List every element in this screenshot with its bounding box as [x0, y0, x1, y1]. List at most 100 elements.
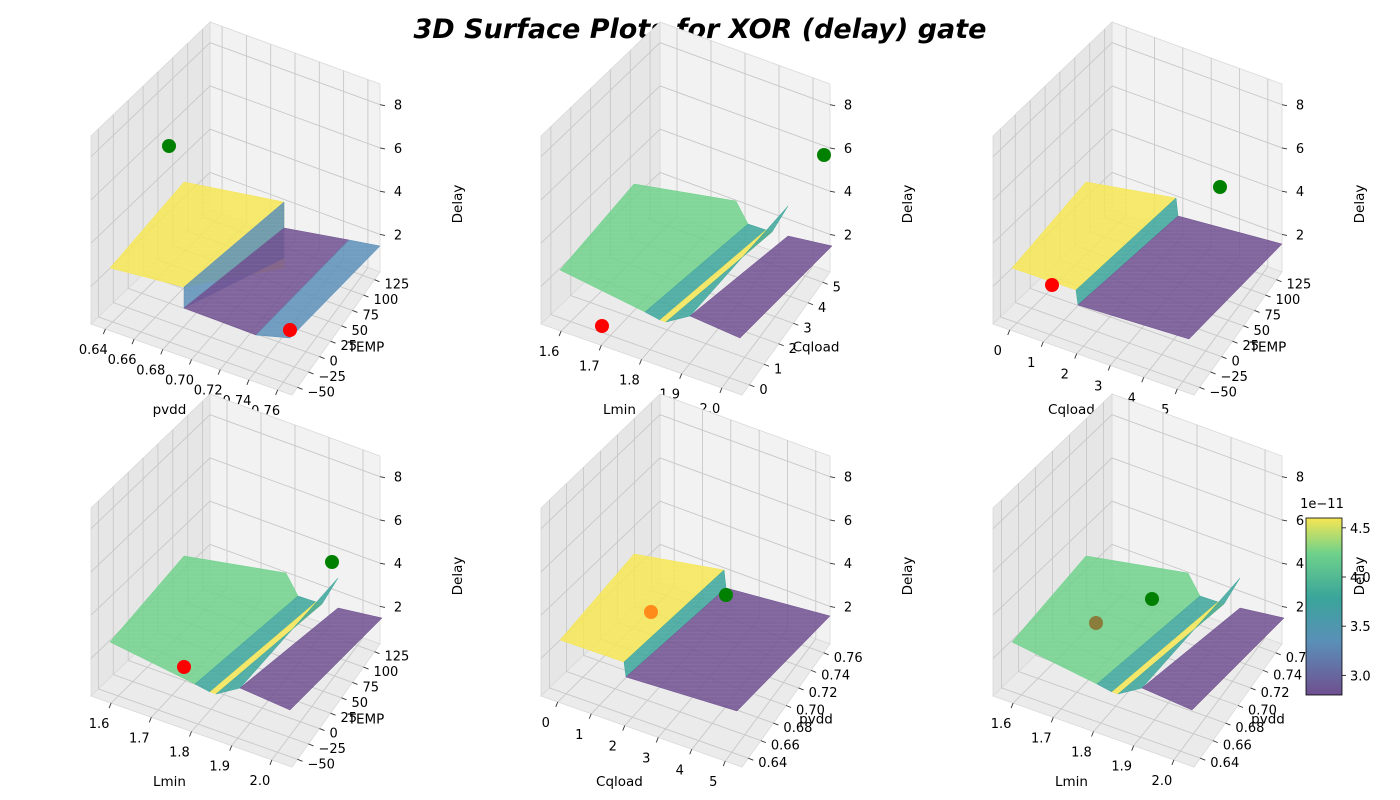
z-gridline: [540, 128, 831, 244]
y-tick-mark: [1200, 757, 1206, 761]
y-tick-mark: [1275, 652, 1281, 656]
y-tick-label: −50: [308, 385, 335, 400]
y-tick-mark: [773, 722, 779, 726]
x-tick-label: 1.6: [539, 345, 560, 360]
y-tick-mark: [319, 356, 325, 359]
x-tick-mark: [588, 713, 592, 719]
x-tick-mark: [555, 701, 559, 708]
y-tick-label: 0.74: [821, 668, 850, 683]
surface-mesh: [660, 230, 772, 322]
x-tick-mark: [229, 745, 233, 751]
z-tick-mark: [829, 562, 836, 565]
y-tick-label: 0.72: [1261, 686, 1290, 701]
y-tick-mark: [1254, 310, 1260, 313]
x-tick-mark: [1007, 329, 1011, 336]
x-tick-label: 1.6: [991, 717, 1012, 732]
z-axis-label: Delay: [450, 185, 466, 224]
z-gridline: [540, 457, 831, 573]
y-axis-label: TEMP: [1249, 340, 1287, 356]
y-tick-label: −50: [308, 757, 335, 772]
colorbar-tick-label: 3.5: [1350, 620, 1371, 635]
surface-mesh: [256, 240, 380, 338]
surface-mesh: [1142, 608, 1284, 710]
z-axis-label: Delay: [450, 557, 466, 596]
z-tick-label: 2: [394, 228, 402, 243]
marker-orange: [644, 605, 658, 619]
y-tick-label: 1: [774, 362, 782, 377]
z-tick-label: 8: [394, 471, 402, 486]
surface-mesh: [624, 570, 726, 677]
z-gridline: [992, 128, 1283, 244]
surface-plot-6: 1.61.71.81.92.00.640.660.680.700.720.740…: [991, 393, 1368, 790]
z-tick-label: 4: [844, 557, 852, 572]
y-axis-label: Cqload: [793, 340, 840, 356]
x-gridline: [277, 79, 369, 391]
x-tick-mark: [189, 359, 192, 365]
y-tick-mark: [793, 322, 799, 326]
z-tick-label: 2: [1296, 228, 1304, 243]
x-tick-mark: [1050, 717, 1054, 723]
x-tick-label: 1.8: [619, 374, 640, 389]
colorbar-gradient: [1305, 517, 1343, 696]
x-tick-mark: [598, 345, 602, 351]
x-tick-mark: [639, 359, 642, 365]
y-tick-mark: [1232, 340, 1238, 344]
y-tick-label: 0.66: [771, 739, 800, 754]
y-axis-label: pvdd: [1251, 712, 1285, 728]
surface-mesh: [560, 554, 724, 662]
y-tick-label: 0.70: [796, 704, 825, 719]
x-tick-label: 1.9: [209, 760, 230, 775]
y-tick-label: −50: [1210, 385, 1237, 400]
x-tick-label: 2.0: [250, 774, 271, 789]
z-tick-label: 4: [1296, 185, 1304, 200]
x-tick-mark: [189, 731, 192, 737]
x-tick-mark: [1141, 377, 1145, 383]
z-gridline: [992, 457, 1283, 573]
z-tick-label: 6: [394, 514, 402, 529]
y-tick-mark: [748, 757, 754, 761]
y-gridline: [1018, 483, 1214, 742]
x-tick-label: 0.72: [194, 384, 223, 399]
z-axis-label: Delay: [900, 185, 916, 224]
z-tick-label: 4: [394, 557, 402, 572]
z-tick-mark: [1281, 519, 1288, 522]
x-tick-label: 0.64: [79, 343, 108, 358]
z-tick-label: 6: [844, 514, 852, 529]
z-axis-label: Delay: [1352, 185, 1368, 224]
y-gridline: [570, 107, 765, 365]
y-tick-label: 100: [374, 293, 399, 308]
y-tick-mark: [363, 294, 369, 298]
z-gridline: [540, 500, 831, 616]
y-tick-label: 0: [330, 727, 338, 742]
y-tick-label: 0.72: [809, 686, 838, 701]
y-tick-label: 0.76: [834, 651, 863, 666]
x-tick-label: 2: [609, 740, 617, 755]
z-tick-mark: [1281, 562, 1288, 565]
marker-green: [162, 139, 176, 153]
z-tick-label: 4: [844, 185, 852, 200]
z-tick-label: 2: [844, 600, 852, 615]
surface-mesh: [1012, 182, 1176, 290]
x-axis-label: Lmin: [1055, 774, 1088, 790]
marker-red: [595, 319, 609, 333]
surface-mesh: [690, 236, 832, 338]
z-tick-label: 4: [394, 185, 402, 200]
y-tick-label: 25: [1243, 339, 1260, 354]
x-gridline: [1176, 78, 1269, 390]
surface-mesh: [184, 202, 284, 308]
surface-mesh: [645, 224, 766, 320]
y-tick-label: 4: [818, 301, 826, 316]
y-tick-label: 50: [352, 696, 369, 711]
y-tick-mark: [319, 728, 325, 731]
x-tick-mark: [102, 328, 106, 335]
x-tick-label: 1.8: [1071, 746, 1092, 761]
y-gridline: [97, 128, 298, 388]
y-gridline: [566, 483, 762, 742]
x-gridline: [724, 450, 817, 762]
z-tick-label: 2: [394, 600, 402, 615]
z-tick-label: 4: [1296, 557, 1304, 572]
y-tick-mark: [798, 687, 804, 691]
x-tick-label: 0: [542, 716, 550, 731]
y-tick-label: 100: [1276, 293, 1301, 308]
